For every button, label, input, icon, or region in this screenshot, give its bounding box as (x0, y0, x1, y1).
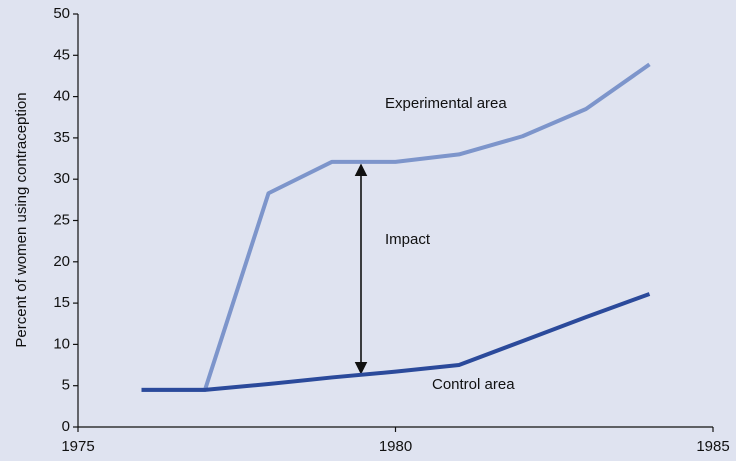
x-tick-label: 1985 (696, 438, 729, 455)
annotation: Impact (385, 231, 431, 248)
y-tick-label: 30 (53, 170, 70, 187)
x-tick-label: 1975 (61, 438, 94, 455)
y-tick-label: 45 (53, 46, 70, 63)
y-tick-label: 40 (53, 88, 70, 105)
x-tick-label: 1980 (379, 438, 412, 455)
y-tick-label: 15 (53, 294, 70, 311)
series-line (141, 292, 651, 392)
y-tick-label: 50 (53, 5, 70, 22)
y-tick-label: 35 (53, 129, 70, 146)
y-tick-label: 5 (62, 377, 70, 394)
y-tick-label: 20 (53, 253, 70, 270)
series-line (141, 62, 651, 392)
y-tick-label: 25 (53, 211, 70, 228)
y-axis-label: Percent of women using contraception (13, 92, 30, 347)
y-tick-label: 10 (53, 335, 70, 352)
series-label: Experimental area (385, 95, 507, 112)
series-label: Control area (432, 376, 515, 393)
y-tick-label: 0 (62, 418, 70, 435)
